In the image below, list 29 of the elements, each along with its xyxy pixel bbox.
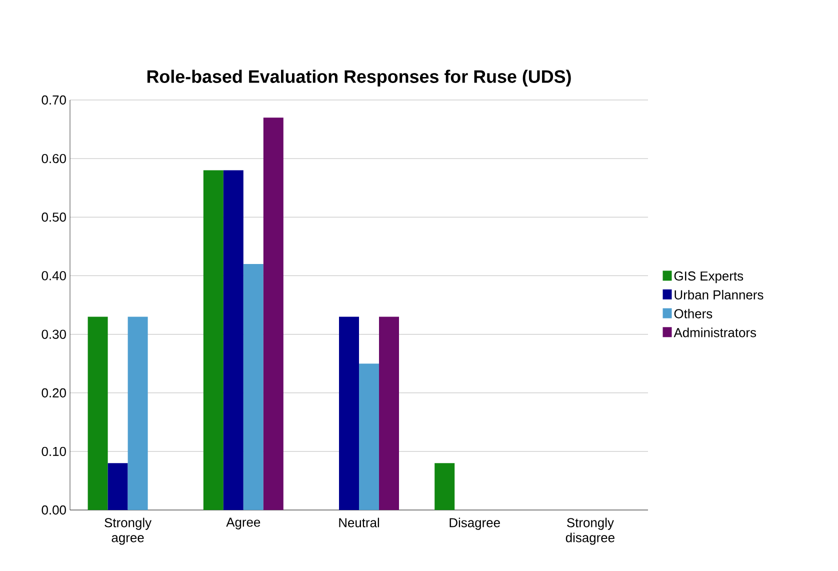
y-tick-label: 0.70 [42,95,66,105]
bar [339,316,360,510]
x-tick-label: Strongly agree [104,518,152,545]
chart-title: Role-based Evaluation Responses for Ruse (UDS) [147,70,571,86]
x-tick-label: Neutral [339,518,380,528]
bar [128,316,148,510]
x-tick-label: Agree [226,518,260,530]
y-tick-label: 0.30 [42,330,66,339]
bar [263,118,284,510]
y-tick-label: 0.20 [42,388,66,398]
bar [108,463,128,510]
bar [379,316,400,510]
legend-label: Administrators [674,328,756,338]
y-tick-label: 0.50 [42,212,66,222]
legend-label: GIS Experts [674,271,744,284]
y-tick-label: 0.00 [42,505,66,515]
bar [223,170,244,510]
bar [434,463,455,510]
legend-label: Others [674,308,712,318]
y-tick-label: 0.40 [42,271,66,280]
x-tick-label: Disagree [450,518,500,530]
bar [203,170,224,510]
y-tick-label: 0.60 [42,154,66,164]
bar [88,316,108,510]
bar [243,264,264,510]
legend-label: Urban Planners [674,290,764,300]
bar [359,364,380,510]
x-tick-label: Strongly disagree [566,518,614,545]
y-tick-label: 0.10 [42,446,66,456]
